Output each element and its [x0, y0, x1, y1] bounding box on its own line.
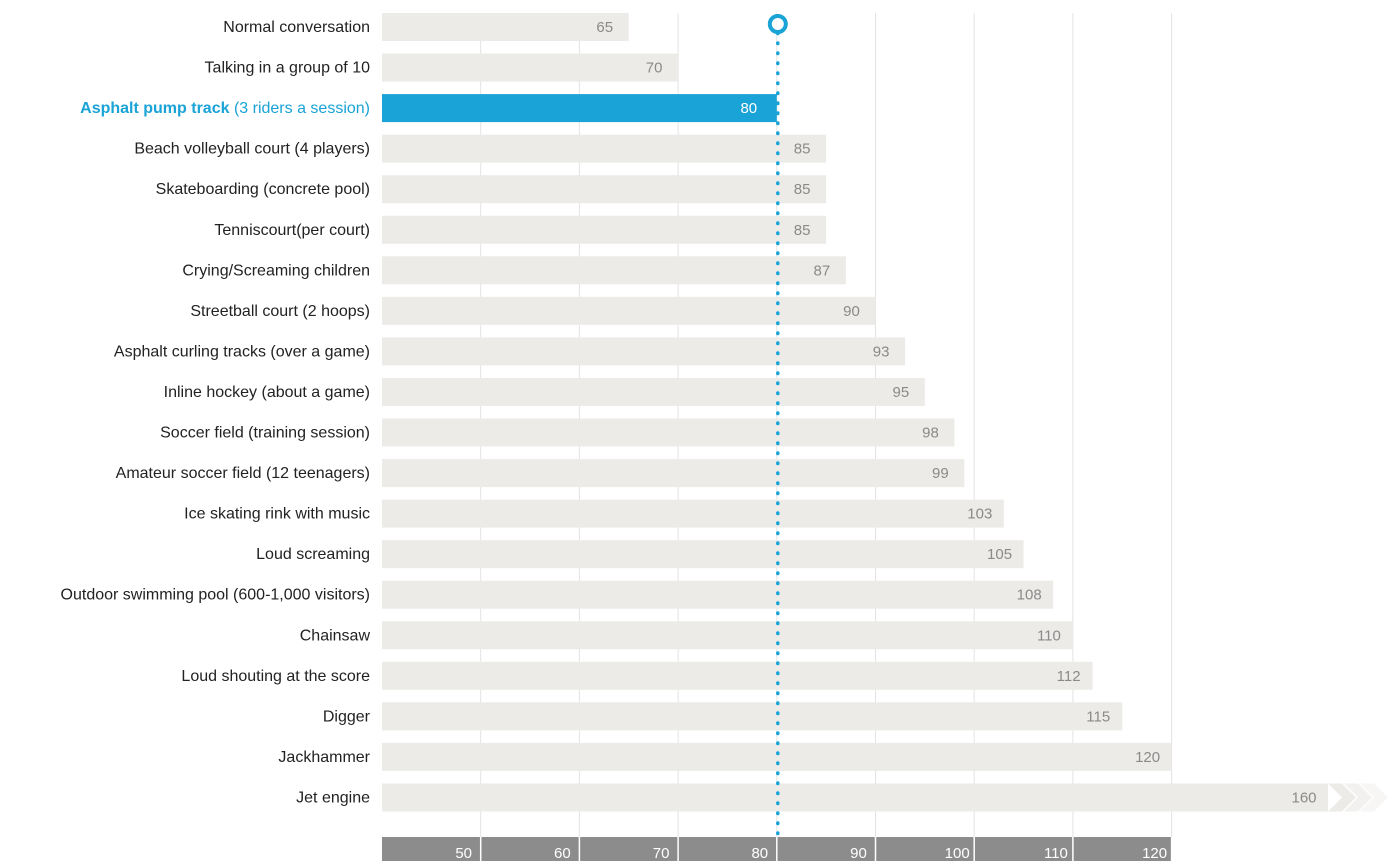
category-label: Jackhammer	[278, 749, 370, 766]
category-label-strong: Asphalt pump track	[80, 100, 229, 117]
value-label: 103	[967, 506, 992, 523]
x-tick-label: 120	[1142, 845, 1167, 861]
bar	[382, 580, 1054, 609]
category-label: Streetball court (2 hoops)	[190, 303, 370, 320]
x-tick-label: 70	[653, 845, 670, 861]
bar	[382, 256, 846, 285]
category-label: Outdoor swimming pool (600-1,000 visitor…	[61, 587, 370, 604]
x-tick-label: 80	[751, 845, 768, 861]
bar	[382, 540, 1024, 569]
reference-line	[767, 14, 788, 839]
bar	[382, 296, 876, 325]
value-label: 115	[1086, 708, 1110, 725]
bar	[382, 783, 1328, 812]
category-label: Beach volleyball court (4 players)	[134, 141, 370, 158]
value-label: 65	[596, 19, 613, 36]
category-label: Loud shouting at the score	[181, 668, 370, 685]
bar	[382, 94, 777, 123]
category-label: Talking in a group of 10	[205, 60, 371, 77]
value-label: 105	[987, 546, 1012, 563]
value-label: 85	[794, 222, 811, 239]
category-label: Asphalt pump track (3 riders a session)	[80, 100, 370, 117]
value-label: 95	[893, 384, 910, 401]
value-label: 108	[1017, 587, 1042, 604]
bar	[382, 418, 955, 447]
bar	[382, 53, 679, 82]
bar	[382, 377, 925, 406]
value-label: 99	[932, 465, 949, 482]
x-tick-label: 110	[1044, 845, 1068, 861]
value-label: 112	[1057, 668, 1081, 685]
chevron	[1328, 783, 1356, 812]
category-label: Ice skating rink with music	[184, 506, 370, 523]
value-label: 120	[1135, 749, 1160, 766]
category-label: Asphalt curling tracks (over a game)	[114, 343, 370, 360]
bar	[382, 13, 629, 41]
bar	[382, 499, 1004, 528]
category-label: Crying/Screaming children	[182, 262, 370, 279]
value-label: 85	[794, 141, 811, 158]
chevron	[1344, 783, 1372, 812]
bar	[382, 459, 965, 488]
category-label: Jet engine	[296, 789, 370, 806]
category-label: Chainsaw	[300, 627, 371, 644]
category-label: Inline hockey (about a game)	[164, 384, 370, 401]
category-label: Skateboarding (concrete pool)	[156, 181, 370, 198]
value-label: 93	[873, 343, 890, 360]
value-label: 80	[740, 100, 757, 117]
value-label: 160	[1291, 789, 1316, 806]
bar	[382, 337, 906, 366]
value-label: 70	[646, 60, 663, 77]
x-axis: 50 60 70 80 90 100 110 120	[382, 837, 1173, 861]
reference-marker-circle	[767, 14, 788, 34]
bar	[382, 702, 1123, 731]
value-label: 85	[794, 181, 811, 198]
category-label: Loud screaming	[256, 546, 370, 563]
category-label: Normal conversation	[223, 19, 370, 36]
value-label: 90	[843, 303, 860, 320]
value-label: 110	[1037, 627, 1061, 644]
chevron	[1360, 783, 1388, 812]
overflow-chevrons	[1328, 783, 1388, 812]
category-label: Tenniscourt(per court)	[214, 222, 370, 239]
category-label-detail: (3 riders a session)	[230, 100, 371, 117]
value-labels: 65 70 80 85 85 85 87 90 93 95 98 99 103 105 108 110 112 1…	[596, 19, 1316, 806]
value-label: 98	[922, 425, 939, 442]
bars	[382, 13, 1388, 812]
x-tick-label: 100	[945, 845, 970, 861]
bar	[382, 175, 827, 204]
bar	[382, 621, 1073, 650]
category-labels: Normal conversation Talking in a group of…	[61, 19, 371, 806]
bar	[382, 661, 1093, 690]
category-label: Soccer field (training session)	[160, 425, 370, 442]
category-label: Amateur soccer field (12 teenagers)	[116, 465, 370, 482]
x-tick-label: 50	[455, 845, 472, 861]
x-tick-label: 90	[850, 845, 867, 861]
bar	[382, 742, 1172, 771]
x-tick-label: 60	[554, 845, 571, 861]
value-label: 87	[814, 262, 831, 279]
category-label: Digger	[323, 708, 371, 725]
bar	[382, 134, 827, 163]
bar	[382, 215, 827, 244]
